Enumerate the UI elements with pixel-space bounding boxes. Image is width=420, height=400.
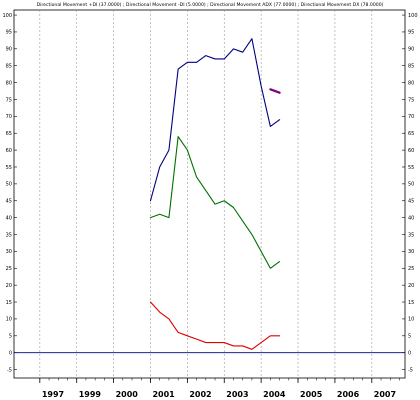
y-tick-label: 40 [6, 215, 12, 221]
y-tick-label-right: 90 [408, 47, 414, 53]
x-tick-label: 2002 [189, 390, 211, 399]
y-tick-label-right: -5 [408, 367, 413, 373]
gridlines [39, 10, 373, 378]
y-tick-label-right: 95 [408, 30, 414, 36]
series-line-2 [149, 136, 281, 269]
series-line-3 [149, 301, 281, 350]
y-tick-label: 20 [6, 283, 12, 289]
y-tick-label: 25 [6, 266, 12, 272]
y-tick-label: 75 [6, 97, 12, 103]
x-tick-label: 2006 [337, 390, 360, 399]
y-tick-label: 55 [6, 165, 12, 171]
x-tick-label: 2005 [300, 390, 323, 399]
series-line-4 [269, 88, 281, 94]
y-tick-label-right: 40 [408, 215, 414, 221]
y-tick-label-right: 60 [408, 148, 414, 154]
y-tick-label: 5 [9, 334, 12, 340]
y-tick-label: 30 [6, 249, 12, 255]
x-tick-label: 2007 [374, 390, 396, 399]
x-tick-label: 1999 [79, 390, 102, 399]
y-tick-label-right: 50 [408, 182, 414, 188]
right-y-axis: 1009590858075706560555045403530252015105… [402, 13, 418, 373]
y-tick-label: 45 [6, 199, 12, 205]
y-tick-label: 95 [6, 30, 12, 36]
y-tick-label: 15 [6, 300, 12, 306]
y-tick-label-right: 25 [408, 266, 414, 272]
y-tick-label: 85 [6, 64, 12, 70]
x-tick-label: 2003 [226, 390, 248, 399]
x-tick-label: 2001 [152, 390, 175, 399]
y-tick-label: 70 [6, 114, 12, 120]
y-tick-label-right: 65 [408, 131, 414, 137]
y-tick-label-right: 35 [408, 232, 414, 238]
y-tick-label: 0 [9, 350, 12, 356]
y-tick-label-right: 0 [408, 350, 411, 356]
series-group [149, 38, 281, 350]
y-tick-label-right: 75 [408, 97, 414, 103]
x-tick-label: 1997 [42, 390, 64, 399]
plot-frame [13, 9, 406, 379]
plot-border [13, 9, 406, 379]
y-tick-label: -5 [7, 367, 12, 373]
y-tick-label-right: 45 [408, 199, 414, 205]
y-tick-label-right: 5 [408, 334, 411, 340]
y-tick-label: 50 [6, 182, 12, 188]
y-tick-label: 100 [2, 13, 12, 19]
y-tick-label: 80 [6, 80, 12, 86]
y-tick-label-right: 20 [408, 283, 414, 289]
series-line-1 [149, 38, 281, 202]
x-axis: 1997 1999 2000 2001 2002 2003 2004 2005 2006 2007 [39, 378, 400, 399]
y-tick-label-right: 70 [408, 114, 414, 120]
x-tick-label: 2000 [116, 390, 139, 399]
x-tick-label: 2004 [263, 390, 286, 399]
y-tick-label: 90 [6, 47, 12, 53]
y-tick-label-right: 80 [408, 80, 414, 86]
chart-title: Directional Movement +DI (37.0000) ; Dir… [37, 2, 384, 8]
y-tick-label: 35 [6, 232, 12, 238]
y-tick-label-right: 55 [408, 165, 414, 171]
y-tick-label: 10 [6, 317, 12, 323]
y-tick-label-right: 10 [408, 317, 414, 323]
y-tick-label-right: 30 [408, 249, 414, 255]
y-tick-label-right: 100 [408, 13, 418, 19]
y-tick-label: 60 [6, 148, 12, 154]
y-tick-label-right: 85 [408, 64, 414, 70]
y-tick-label-right: 15 [408, 300, 414, 306]
left-y-axis: 1009590858075706560555045403530252015105… [2, 13, 17, 373]
y-tick-label: 65 [6, 131, 12, 137]
